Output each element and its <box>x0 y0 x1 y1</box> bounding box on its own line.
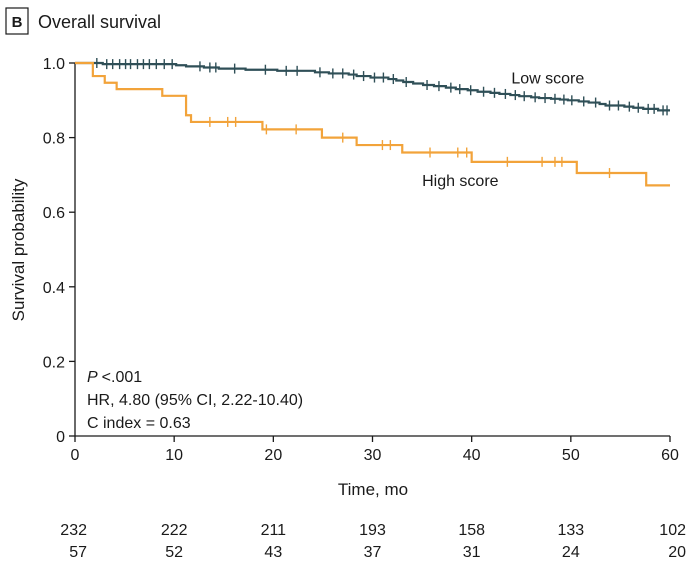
x-axis-title: Time, mo <box>338 480 408 499</box>
panel-letter-box <box>5 7 29 35</box>
axes: 0 10 20 30 40 50 60 0 0.2 0.4 0.6 0.8 1.0 <box>43 56 679 464</box>
series-layer: Low score High score <box>75 58 670 190</box>
x-tick-label: 0 <box>71 447 80 464</box>
y-axis-title: Survival probability <box>9 178 28 321</box>
risk-count: 43 <box>264 544 282 561</box>
hr-annotation: HR, 4.80 (95% CI, 2.22-10.40) <box>87 392 303 409</box>
y-tick-label: 0 <box>56 429 65 446</box>
y-tick-label: 0.4 <box>43 280 65 297</box>
risk-count: 52 <box>165 544 183 561</box>
risk-count: 158 <box>458 522 485 539</box>
survival-curve <box>75 61 670 187</box>
panel-title: Overall survival <box>38 12 161 32</box>
series-high-score: High score <box>75 61 670 190</box>
x-tick-label: 50 <box>562 447 580 464</box>
series-low-score: Low score <box>75 58 670 116</box>
risk-count: 222 <box>161 522 188 539</box>
risk-count: 24 <box>562 544 580 561</box>
x-tick-label: 30 <box>364 447 382 464</box>
risk-count: 232 <box>60 522 87 539</box>
survival-curve <box>75 61 670 112</box>
y-tick-label: 0.8 <box>43 131 65 148</box>
x-tick-label: 20 <box>264 447 282 464</box>
risk-count: 57 <box>69 544 87 561</box>
x-tick-label: 40 <box>463 447 481 464</box>
risk-count: 193 <box>359 522 386 539</box>
panel-letter: B <box>12 14 23 31</box>
x-tick-label: 60 <box>661 447 679 464</box>
risk-count: 133 <box>557 522 584 539</box>
risk-count: 37 <box>364 544 382 561</box>
p-label: P <box>87 369 98 386</box>
risk-count: 102 <box>659 522 686 539</box>
risk-count: 20 <box>668 544 686 561</box>
risk-count: 31 <box>463 544 481 561</box>
y-tick-label: 0.6 <box>43 205 65 222</box>
y-tick-label: 0.2 <box>43 354 65 371</box>
risk-count: 211 <box>261 522 287 539</box>
series-label: High score <box>422 173 499 190</box>
series-label: Low score <box>511 71 584 88</box>
risk-table: 232 222 211 193 158 133 102 57 52 43 37 31 24 20 <box>60 522 686 561</box>
p-value-annotation: P <.001 <box>87 369 142 386</box>
p-value: <.001 <box>102 369 143 386</box>
y-tick-label: 1.0 <box>43 56 65 73</box>
x-tick-label: 10 <box>165 447 183 464</box>
c-index-annotation: C index = 0.63 <box>87 415 191 432</box>
